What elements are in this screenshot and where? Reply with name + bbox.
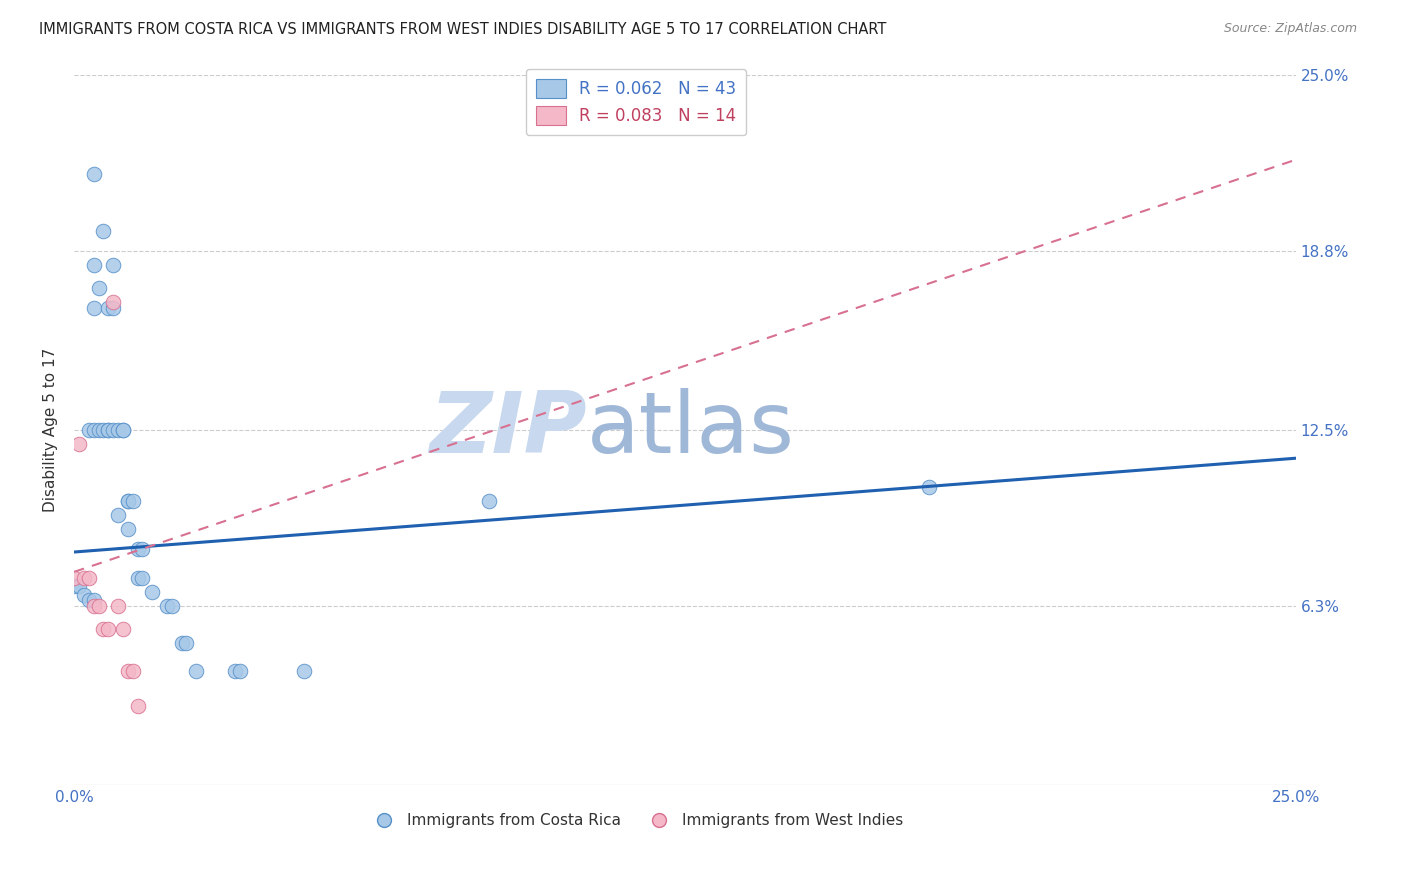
Point <box>101 294 124 309</box>
Point <box>97 423 120 437</box>
Point <box>87 281 110 295</box>
Point <box>478 494 501 508</box>
Point <box>83 423 105 437</box>
Point <box>117 522 139 536</box>
Point <box>83 301 105 315</box>
Point <box>67 437 90 451</box>
Point <box>83 167 105 181</box>
Point <box>229 665 252 679</box>
Point <box>131 542 153 557</box>
Point <box>87 599 110 613</box>
Point <box>121 494 143 508</box>
Point <box>918 480 941 494</box>
Text: ZIP: ZIP <box>429 388 588 471</box>
Point <box>87 423 110 437</box>
Point <box>101 301 124 315</box>
Point <box>141 584 163 599</box>
Text: atlas: atlas <box>588 388 796 471</box>
Point <box>111 423 134 437</box>
Point <box>107 423 129 437</box>
Point <box>156 599 179 613</box>
Point <box>93 622 115 636</box>
Point <box>111 423 134 437</box>
Point <box>97 423 120 437</box>
Point <box>176 636 198 650</box>
Point <box>77 571 100 585</box>
Point <box>160 599 183 613</box>
Point <box>127 698 149 713</box>
Point <box>83 258 105 272</box>
Point <box>73 588 96 602</box>
Point <box>101 258 124 272</box>
Text: IMMIGRANTS FROM COSTA RICA VS IMMIGRANTS FROM WEST INDIES DISABILITY AGE 5 TO 17: IMMIGRANTS FROM COSTA RICA VS IMMIGRANTS… <box>39 22 887 37</box>
Point <box>107 599 129 613</box>
Point <box>93 423 115 437</box>
Legend: Immigrants from Costa Rica, Immigrants from West Indies: Immigrants from Costa Rica, Immigrants f… <box>363 807 910 834</box>
Point <box>67 579 90 593</box>
Point <box>97 301 120 315</box>
Point <box>117 665 139 679</box>
Point <box>97 622 120 636</box>
Point <box>170 636 193 650</box>
Point <box>127 571 149 585</box>
Text: Source: ZipAtlas.com: Source: ZipAtlas.com <box>1223 22 1357 36</box>
Point <box>111 622 134 636</box>
Point <box>77 423 100 437</box>
Point <box>77 593 100 607</box>
Point <box>93 224 115 238</box>
Point <box>224 665 246 679</box>
Point <box>63 571 86 585</box>
Point <box>107 508 129 522</box>
Point <box>117 494 139 508</box>
Point <box>127 542 149 557</box>
Point <box>101 423 124 437</box>
Point <box>83 599 105 613</box>
Point <box>121 665 143 679</box>
Point <box>83 593 105 607</box>
Point <box>117 494 139 508</box>
Point <box>73 571 96 585</box>
Point <box>63 579 86 593</box>
Point <box>292 665 315 679</box>
Point <box>131 571 153 585</box>
Point <box>186 665 208 679</box>
Y-axis label: Disability Age 5 to 17: Disability Age 5 to 17 <box>44 348 58 512</box>
